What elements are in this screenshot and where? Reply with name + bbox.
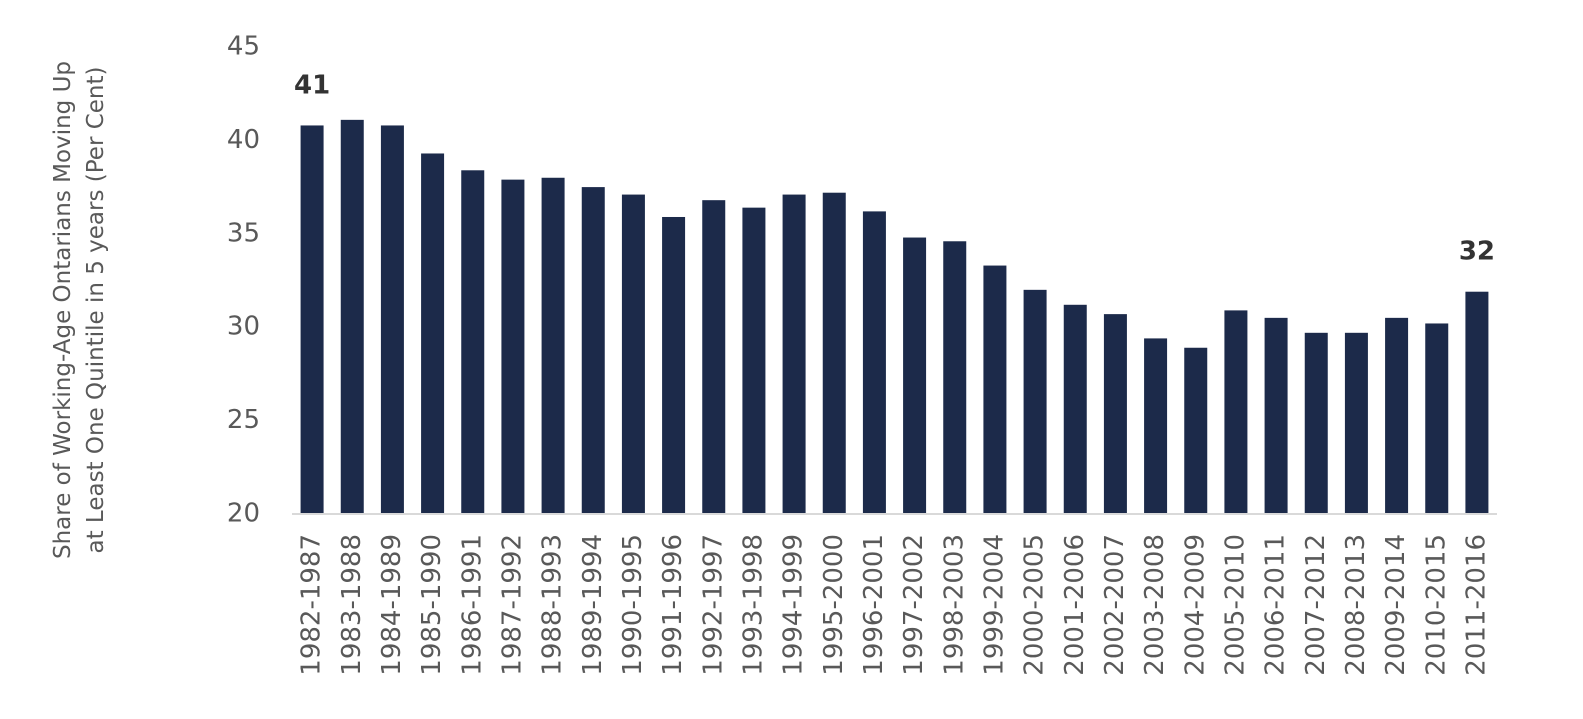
y-axis-label: Share of Working-Age Ontarians Moving Up	[50, 61, 76, 559]
bar	[1103, 314, 1127, 514]
x-tick-label: 1996-2001	[859, 534, 889, 676]
y-tick-label: 40	[227, 125, 260, 155]
bar	[1264, 317, 1288, 514]
bar	[983, 265, 1007, 514]
x-tick-label: 1998-2003	[939, 534, 969, 676]
x-tick-label: 1999-2004	[979, 534, 1009, 676]
bar	[1465, 291, 1489, 514]
x-tick-label: 2008-2013	[1341, 534, 1371, 676]
x-tick-label: 1995-2000	[819, 534, 849, 676]
y-tick-label: 25	[227, 405, 260, 435]
bar	[1063, 304, 1087, 514]
bar	[380, 125, 404, 515]
y-tick-label: 20	[227, 499, 260, 529]
bar	[822, 192, 846, 515]
x-tick-label: 1983-1988	[337, 534, 367, 676]
bar	[662, 216, 686, 514]
x-tick-label: 1993-1998	[738, 534, 768, 676]
bar	[421, 153, 445, 514]
x-tick-label: 1997-2002	[899, 534, 929, 676]
x-tick-label: 2002-2007	[1100, 534, 1130, 676]
bar	[1304, 332, 1328, 514]
bar	[702, 200, 726, 514]
bar	[1224, 310, 1248, 514]
bar	[621, 194, 645, 514]
bar	[1184, 347, 1208, 514]
x-tick-label: 1987-1992	[497, 534, 527, 676]
bar	[782, 194, 806, 514]
bar	[581, 187, 605, 514]
bar	[1385, 317, 1409, 514]
x-tick-label: 1994-1999	[779, 534, 809, 676]
x-tick-label: 1990-1995	[618, 534, 648, 676]
bar	[1023, 289, 1047, 514]
bar	[943, 241, 967, 514]
x-tick-label: 1982-1987	[297, 534, 327, 676]
x-tick-label: 2000-2005	[1020, 534, 1050, 676]
x-tick-label: 2005-2010	[1220, 534, 1250, 676]
bar	[903, 237, 927, 514]
x-tick-label: 1989-1994	[578, 534, 608, 676]
x-tick-label: 2009-2014	[1381, 534, 1411, 676]
bar	[1144, 338, 1168, 514]
bar	[742, 207, 766, 514]
bar	[1344, 332, 1368, 514]
value-label: 41	[294, 70, 330, 100]
value-label: 32	[1459, 237, 1495, 267]
bar	[300, 125, 324, 515]
x-tick-label: 1988-1993	[538, 534, 568, 676]
y-tick-label: 45	[227, 32, 260, 62]
x-tick-label: 1984-1989	[377, 534, 407, 676]
x-tick-label: 2011-2016	[1461, 534, 1491, 676]
x-tick-label: 2006-2011	[1261, 534, 1291, 676]
x-tick-label: 2004-2009	[1180, 534, 1210, 676]
y-axis-label: at Least One Quintile in 5 years (Per Ce…	[83, 67, 109, 554]
x-tick-label: 2001-2006	[1060, 534, 1090, 676]
y-tick-label: 35	[227, 218, 260, 248]
x-tick-label: 2010-2015	[1421, 534, 1451, 676]
bar	[461, 170, 485, 514]
bar	[501, 179, 525, 515]
bar	[340, 119, 364, 515]
x-tick-label: 2007-2012	[1301, 534, 1331, 676]
bar	[1425, 323, 1449, 514]
bar	[862, 211, 886, 514]
x-tick-label: 1991-1996	[658, 534, 688, 676]
x-tick-label: 1986-1991	[457, 534, 487, 676]
x-tick-label: 1992-1997	[698, 534, 728, 676]
bar	[541, 177, 565, 514]
y-tick-label: 30	[227, 312, 260, 342]
x-tick-label: 2003-2008	[1140, 534, 1170, 676]
x-tick-label: 1985-1990	[417, 534, 447, 676]
